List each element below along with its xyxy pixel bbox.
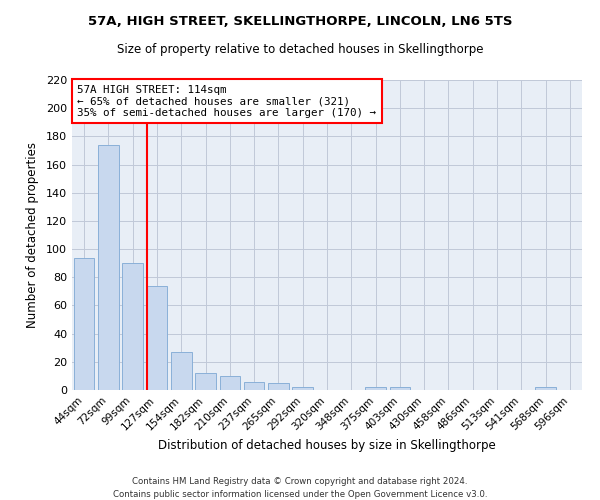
- Text: 57A, HIGH STREET, SKELLINGTHORPE, LINCOLN, LN6 5TS: 57A, HIGH STREET, SKELLINGTHORPE, LINCOL…: [88, 15, 512, 28]
- Text: Contains public sector information licensed under the Open Government Licence v3: Contains public sector information licen…: [113, 490, 487, 499]
- Bar: [171, 352, 191, 390]
- Bar: [74, 258, 94, 390]
- Bar: [535, 387, 556, 390]
- Bar: [365, 387, 386, 390]
- Bar: [244, 382, 265, 390]
- Bar: [195, 373, 216, 390]
- Bar: [389, 387, 410, 390]
- Text: Contains HM Land Registry data © Crown copyright and database right 2024.: Contains HM Land Registry data © Crown c…: [132, 478, 468, 486]
- Bar: [220, 376, 240, 390]
- Bar: [292, 387, 313, 390]
- Text: Size of property relative to detached houses in Skellingthorpe: Size of property relative to detached ho…: [117, 42, 483, 56]
- Bar: [146, 286, 167, 390]
- Text: 57A HIGH STREET: 114sqm
← 65% of detached houses are smaller (321)
35% of semi-d: 57A HIGH STREET: 114sqm ← 65% of detache…: [77, 84, 376, 118]
- Bar: [268, 383, 289, 390]
- Y-axis label: Number of detached properties: Number of detached properties: [26, 142, 39, 328]
- X-axis label: Distribution of detached houses by size in Skellingthorpe: Distribution of detached houses by size …: [158, 438, 496, 452]
- Bar: [122, 263, 143, 390]
- Bar: [98, 145, 119, 390]
